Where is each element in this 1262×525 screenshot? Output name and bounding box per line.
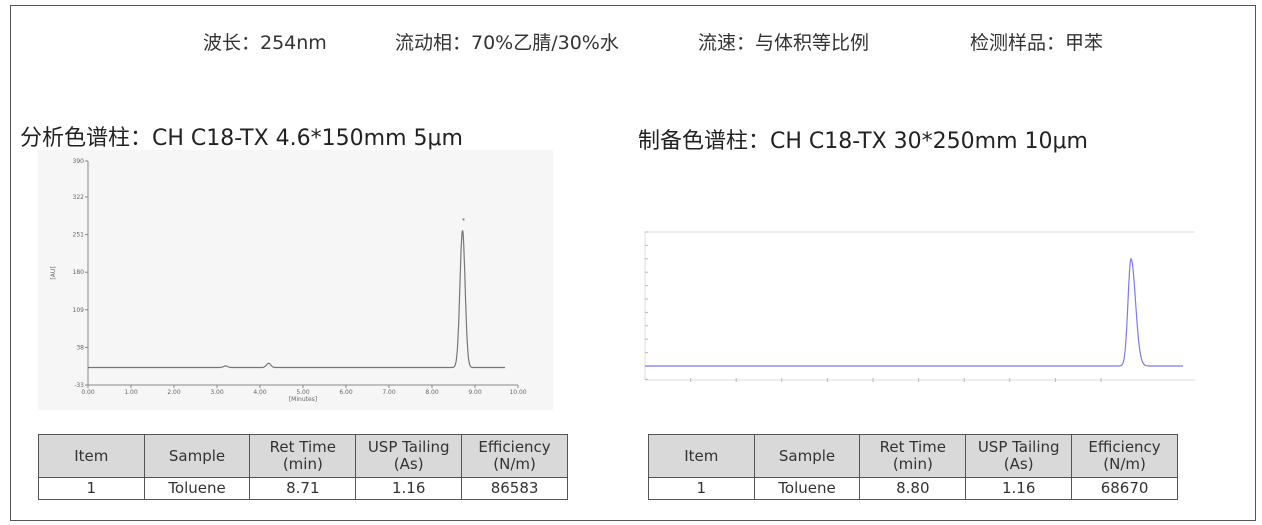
x-tick-label: 4.00: [253, 389, 267, 396]
flow-rate-label: 流速：与体积等比例: [698, 32, 870, 54]
cell-ret-time: 8.71: [249, 477, 357, 500]
header-efficiency: Efficiency (N/m): [461, 434, 568, 478]
mobile-phase-label: 流动相：70%乙腈/30%水: [395, 32, 619, 54]
header-item: Item: [648, 434, 755, 478]
cell-sample: Toluene: [753, 477, 861, 500]
wavelength-label: 波长：254nm: [203, 32, 327, 54]
chromatogram-trace: [645, 257, 1183, 367]
x-tick-label: 2.00: [167, 389, 181, 396]
analytical-column-title: 分析色谱柱：CH C18-TX 4.6*150mm 5μm: [20, 126, 463, 151]
header-ret-time: Ret Time (min): [859, 434, 967, 478]
y-tick-label: 251: [73, 232, 85, 239]
preparative-column-title: 制备色谱柱：CH C18-TX 30*250mm 10μm: [638, 129, 1088, 154]
y-tick-label: -33: [74, 382, 84, 389]
y-tick-label: 109: [73, 307, 85, 314]
page-frame: [10, 5, 1256, 521]
header-usp-tailing: USP Tailing (As): [965, 434, 1073, 478]
x-tick-label: 10.00: [509, 389, 526, 396]
cell-efficiency: 86583: [461, 477, 568, 500]
header-sample: Sample: [753, 434, 861, 478]
y-tick-label: 390: [73, 158, 85, 165]
x-axis-label: [Minutes]: [289, 396, 317, 403]
peak-label: *: [462, 217, 465, 224]
header-ret-time: Ret Time (min): [249, 434, 357, 478]
cell-item: 1: [38, 477, 145, 500]
cell-usp-tailing: 1.16: [355, 477, 463, 500]
sample-label: 检测样品：甲苯: [970, 32, 1104, 54]
preparative-results-table: Item Sample Ret Time (min) USP Tailing (…: [648, 434, 1178, 500]
table-header-row: Item Sample Ret Time (min) USP Tailing (…: [648, 434, 1178, 478]
y-tick-label: 180: [73, 269, 85, 276]
analytical-chromatogram: 0.00 1.00 2.00 3.00 4.00 5.00 6.00 7.00 8.00 9.00…: [38, 150, 553, 410]
x-tick-label: 0.00: [81, 389, 95, 396]
header-usp-tailing: USP Tailing (As): [355, 434, 463, 478]
chart-background: [38, 150, 553, 410]
cell-ret-time: 8.80: [859, 477, 967, 500]
header-item: Item: [38, 434, 145, 478]
analytical-results-table: Item Sample Ret Time (min) USP Tailing (…: [38, 434, 568, 500]
x-tick-label: 3.00: [210, 389, 224, 396]
y-tick-label: 38: [76, 344, 84, 351]
cell-item: 1: [648, 477, 755, 500]
x-tick-label: 8.00: [425, 389, 439, 396]
header-sample: Sample: [143, 434, 251, 478]
table-row: 1 Toluene 8.80 1.16 68670: [648, 477, 1178, 500]
x-tick-label: 1.00: [124, 389, 138, 396]
cell-sample: Toluene: [143, 477, 251, 500]
y-axis-label: [AU]: [50, 266, 57, 279]
chromatogram-trace: [88, 230, 506, 369]
y-tick-label: 322: [73, 194, 85, 201]
table-row: 1 Toluene 8.71 1.16 86583: [38, 477, 568, 500]
x-tick-label: 6.00: [339, 389, 353, 396]
preparative-chromatogram: [644, 231, 1195, 382]
cell-efficiency: 68670: [1071, 477, 1178, 500]
x-tick-label: 7.00: [382, 389, 396, 396]
x-tick-label: 5.00: [296, 389, 310, 396]
table-header-row: Item Sample Ret Time (min) USP Tailing (…: [38, 434, 568, 478]
header-efficiency: Efficiency (N/m): [1071, 434, 1178, 478]
x-tick-label: 9.00: [468, 389, 482, 396]
cell-usp-tailing: 1.16: [965, 477, 1073, 500]
